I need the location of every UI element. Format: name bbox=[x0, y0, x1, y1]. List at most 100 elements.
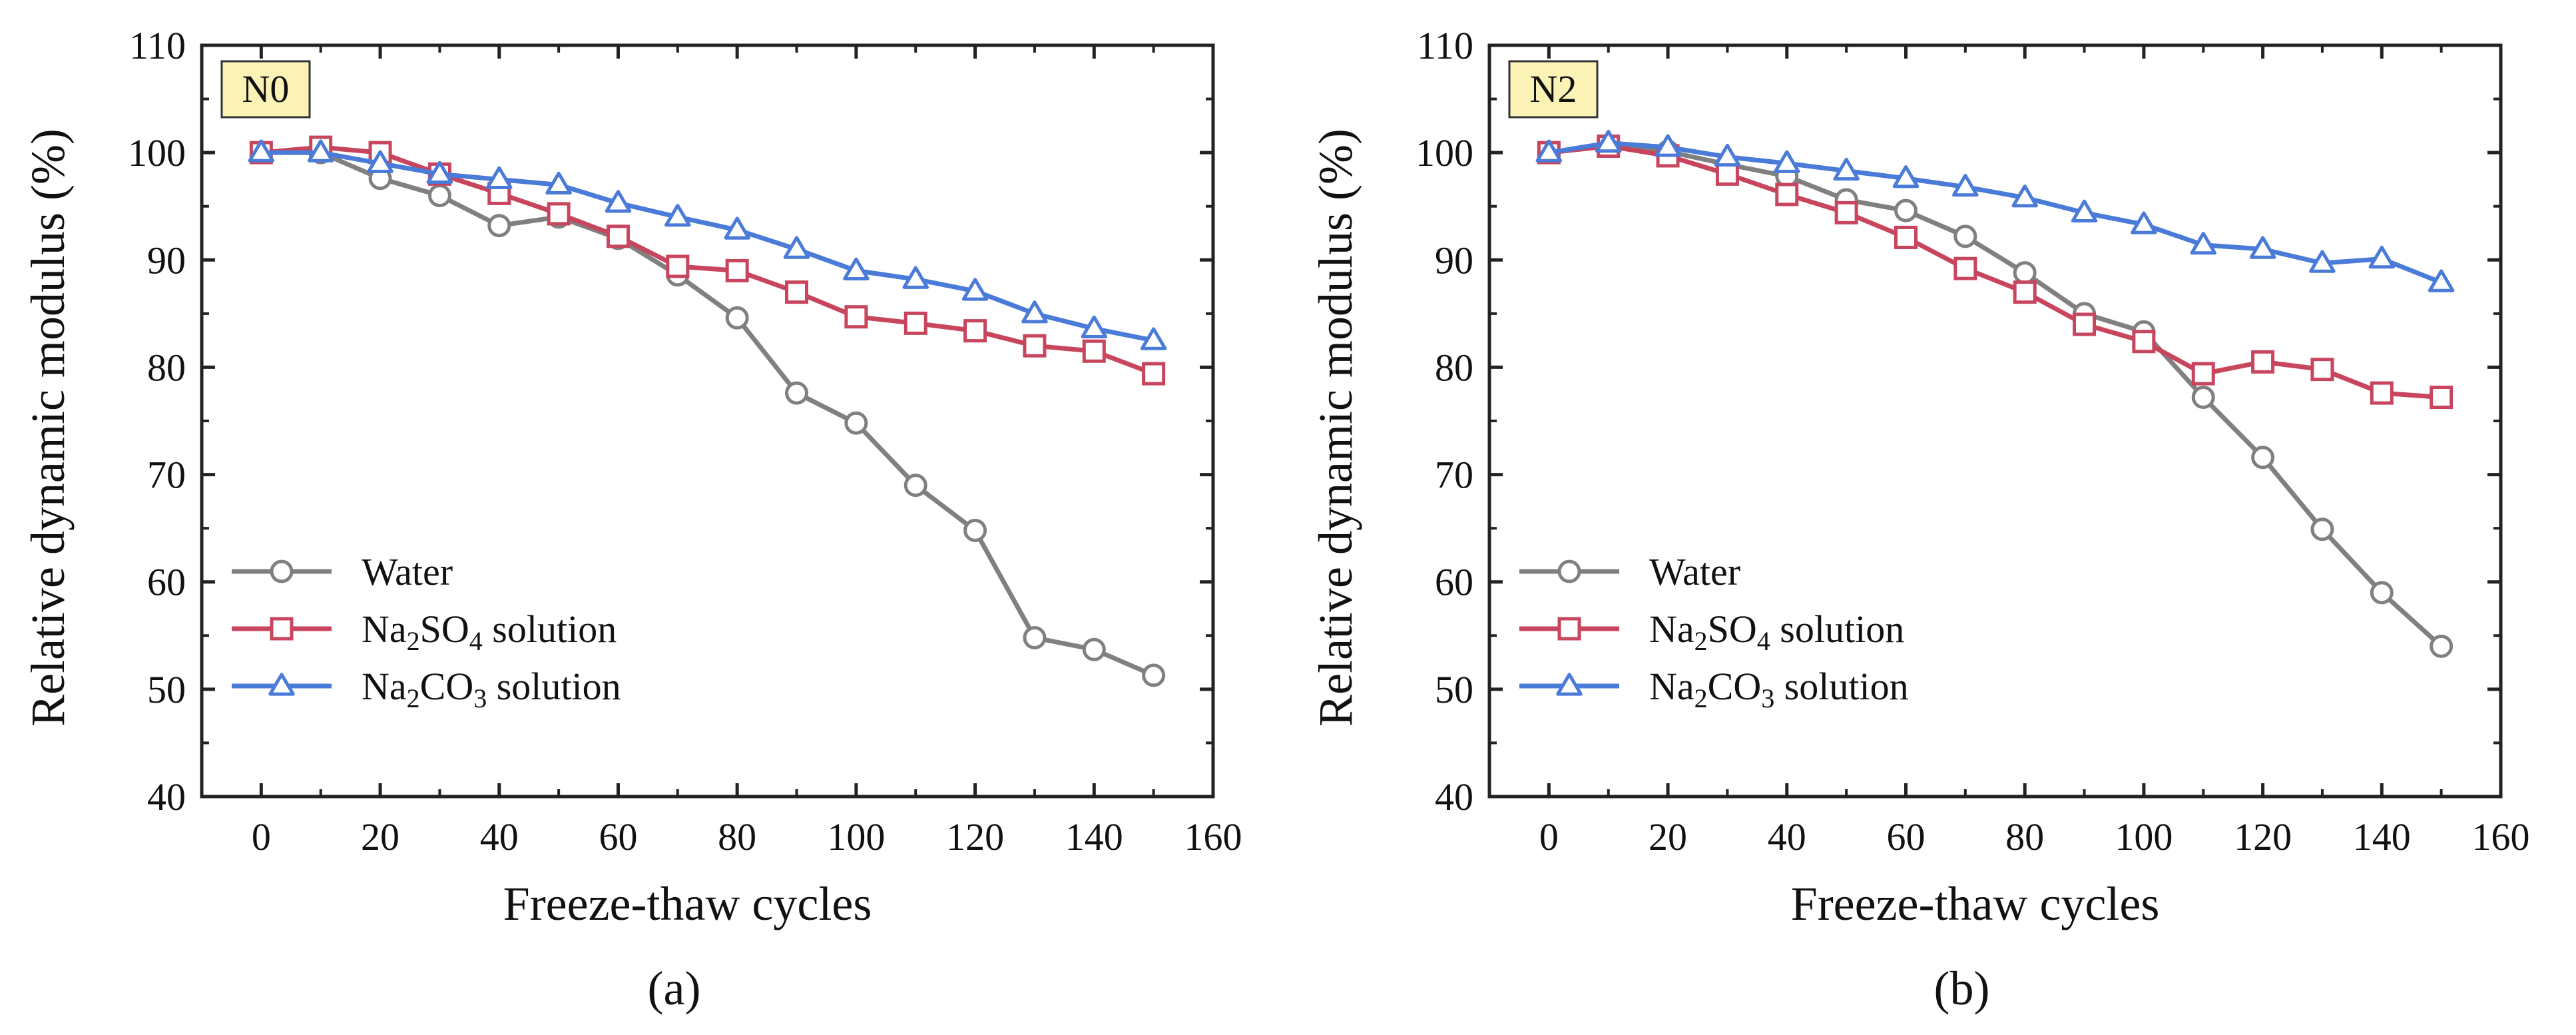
panel-label-box bbox=[220, 60, 311, 119]
y-tick-label: 70 bbox=[147, 454, 186, 497]
data-point bbox=[1892, 165, 1920, 188]
data-point bbox=[2191, 386, 2215, 410]
x-tick-label: 0 bbox=[1539, 815, 1559, 859]
data-point bbox=[1714, 143, 1741, 167]
x-tick-label: 20 bbox=[361, 815, 399, 859]
series-line bbox=[1548, 141, 2442, 285]
y-tick-label: 100 bbox=[1416, 131, 1473, 174]
x-tick-label: 160 bbox=[2472, 815, 2530, 859]
data-point bbox=[903, 474, 927, 498]
y-tick-label: 70 bbox=[1435, 454, 1473, 497]
legend-marker bbox=[268, 673, 295, 696]
x-tick-label: 20 bbox=[1649, 815, 1687, 859]
series-triangle-3 bbox=[1535, 129, 2455, 292]
data-point bbox=[1953, 224, 1977, 248]
data-point bbox=[725, 258, 749, 282]
panel-label-text: N0 bbox=[242, 67, 290, 111]
y-tick-label: 50 bbox=[1435, 668, 1473, 711]
data-point bbox=[1082, 637, 1106, 661]
chart-a-svg: 40 50 60 70 80 90 100 110 0 20 40 60 80 100 120 140 160 F… bbox=[21, 24, 1242, 1015]
data-point bbox=[2073, 312, 2097, 336]
data-point bbox=[2428, 269, 2455, 292]
data-point bbox=[2013, 261, 2037, 285]
data-point bbox=[606, 224, 630, 248]
legend-marker bbox=[270, 559, 294, 583]
chart-b-svg: 40 50 60 70 80 90 100 110 0 20 40 60 80 100 120 140 160 F… bbox=[1309, 24, 2530, 1015]
x-tick-label: 80 bbox=[718, 815, 756, 859]
x-tick-label: 120 bbox=[946, 815, 1004, 859]
x-tick-label: 0 bbox=[252, 815, 271, 859]
data-point bbox=[785, 381, 809, 405]
legend-item: Na2SO4 solution bbox=[232, 607, 617, 656]
data-point bbox=[664, 204, 691, 227]
data-point bbox=[1595, 129, 1622, 153]
data-point bbox=[666, 254, 690, 278]
data-point bbox=[605, 190, 632, 213]
data-point bbox=[1952, 173, 1979, 197]
y-tick-label: 90 bbox=[147, 238, 186, 282]
data-point bbox=[783, 236, 810, 259]
y-axis-title: Relative dynamic modulus (%) bbox=[1309, 129, 1362, 727]
data-point bbox=[902, 266, 929, 289]
x-tick-label: 140 bbox=[1065, 815, 1123, 859]
legend-item: Na2CO3 solution bbox=[1519, 665, 1909, 713]
data-point bbox=[1833, 157, 1860, 181]
data-point bbox=[785, 280, 809, 304]
data-point bbox=[1894, 198, 1918, 222]
data-point bbox=[2310, 358, 2334, 382]
legend: Water Na2SO4 solution Na2CO3 solution bbox=[1519, 550, 1909, 713]
data-point bbox=[843, 257, 870, 280]
x-tick-label: 100 bbox=[827, 815, 885, 859]
y-axis-title: Relative dynamic modulus (%) bbox=[21, 129, 75, 727]
data-point bbox=[1021, 300, 1048, 324]
data-point bbox=[2132, 330, 2156, 354]
data-point bbox=[2370, 381, 2394, 405]
data-point bbox=[2190, 231, 2216, 255]
data-point bbox=[487, 214, 511, 238]
data-point bbox=[426, 161, 453, 184]
series-line bbox=[1548, 143, 2442, 400]
data-point bbox=[844, 305, 868, 329]
x-tick-label: 60 bbox=[1886, 815, 1925, 859]
y-tick-label: 60 bbox=[147, 561, 186, 604]
x-tick-label: 140 bbox=[2353, 815, 2411, 859]
panel-label: N0 bbox=[220, 60, 311, 119]
data-point bbox=[248, 139, 275, 163]
x-axis-title: Freeze-thaw cycles bbox=[1791, 877, 2160, 930]
x-tick-label: 40 bbox=[480, 815, 519, 859]
data-point bbox=[2310, 518, 2334, 541]
legend-marker bbox=[1557, 617, 1581, 641]
data-point bbox=[903, 311, 927, 335]
data-point bbox=[486, 166, 513, 190]
data-point bbox=[1142, 663, 1166, 687]
x-tick-label: 40 bbox=[1768, 815, 1806, 859]
legend-label: Water bbox=[362, 550, 453, 593]
data-point bbox=[2249, 236, 2276, 259]
data-point bbox=[1894, 225, 1918, 249]
legend-label: Water bbox=[1649, 550, 1740, 593]
data-point bbox=[963, 518, 987, 542]
y-tick-label: 100 bbox=[128, 131, 186, 174]
panel-label: N2 bbox=[1508, 60, 1599, 119]
data-point bbox=[427, 184, 451, 208]
series-square-2 bbox=[1537, 134, 2453, 410]
data-point bbox=[1774, 150, 1800, 173]
plot-frame bbox=[1487, 43, 2503, 799]
legend-item: Na2CO3 solution bbox=[232, 665, 621, 713]
data-point bbox=[2251, 446, 2275, 470]
data-point bbox=[2309, 250, 2336, 273]
data-point bbox=[1834, 200, 1858, 224]
y-tick-label: 40 bbox=[147, 775, 186, 819]
y-tick-label: 110 bbox=[1417, 24, 1473, 67]
y-tick-label: 80 bbox=[147, 346, 186, 389]
legend-label: Na2CO3 solution bbox=[1649, 665, 1909, 713]
data-point bbox=[961, 278, 989, 301]
data-point bbox=[2131, 211, 2157, 234]
data-point bbox=[307, 139, 334, 163]
data-point bbox=[1715, 162, 1739, 186]
series-triangle-3 bbox=[248, 139, 1167, 350]
data-point bbox=[2013, 280, 2037, 304]
panel-label-text: N2 bbox=[1530, 67, 1577, 111]
chart-panel-a: 40 50 60 70 80 90 100 110 0 20 40 60 80 100 120 140 160 F… bbox=[21, 24, 1242, 1015]
data-point bbox=[1535, 139, 1563, 163]
